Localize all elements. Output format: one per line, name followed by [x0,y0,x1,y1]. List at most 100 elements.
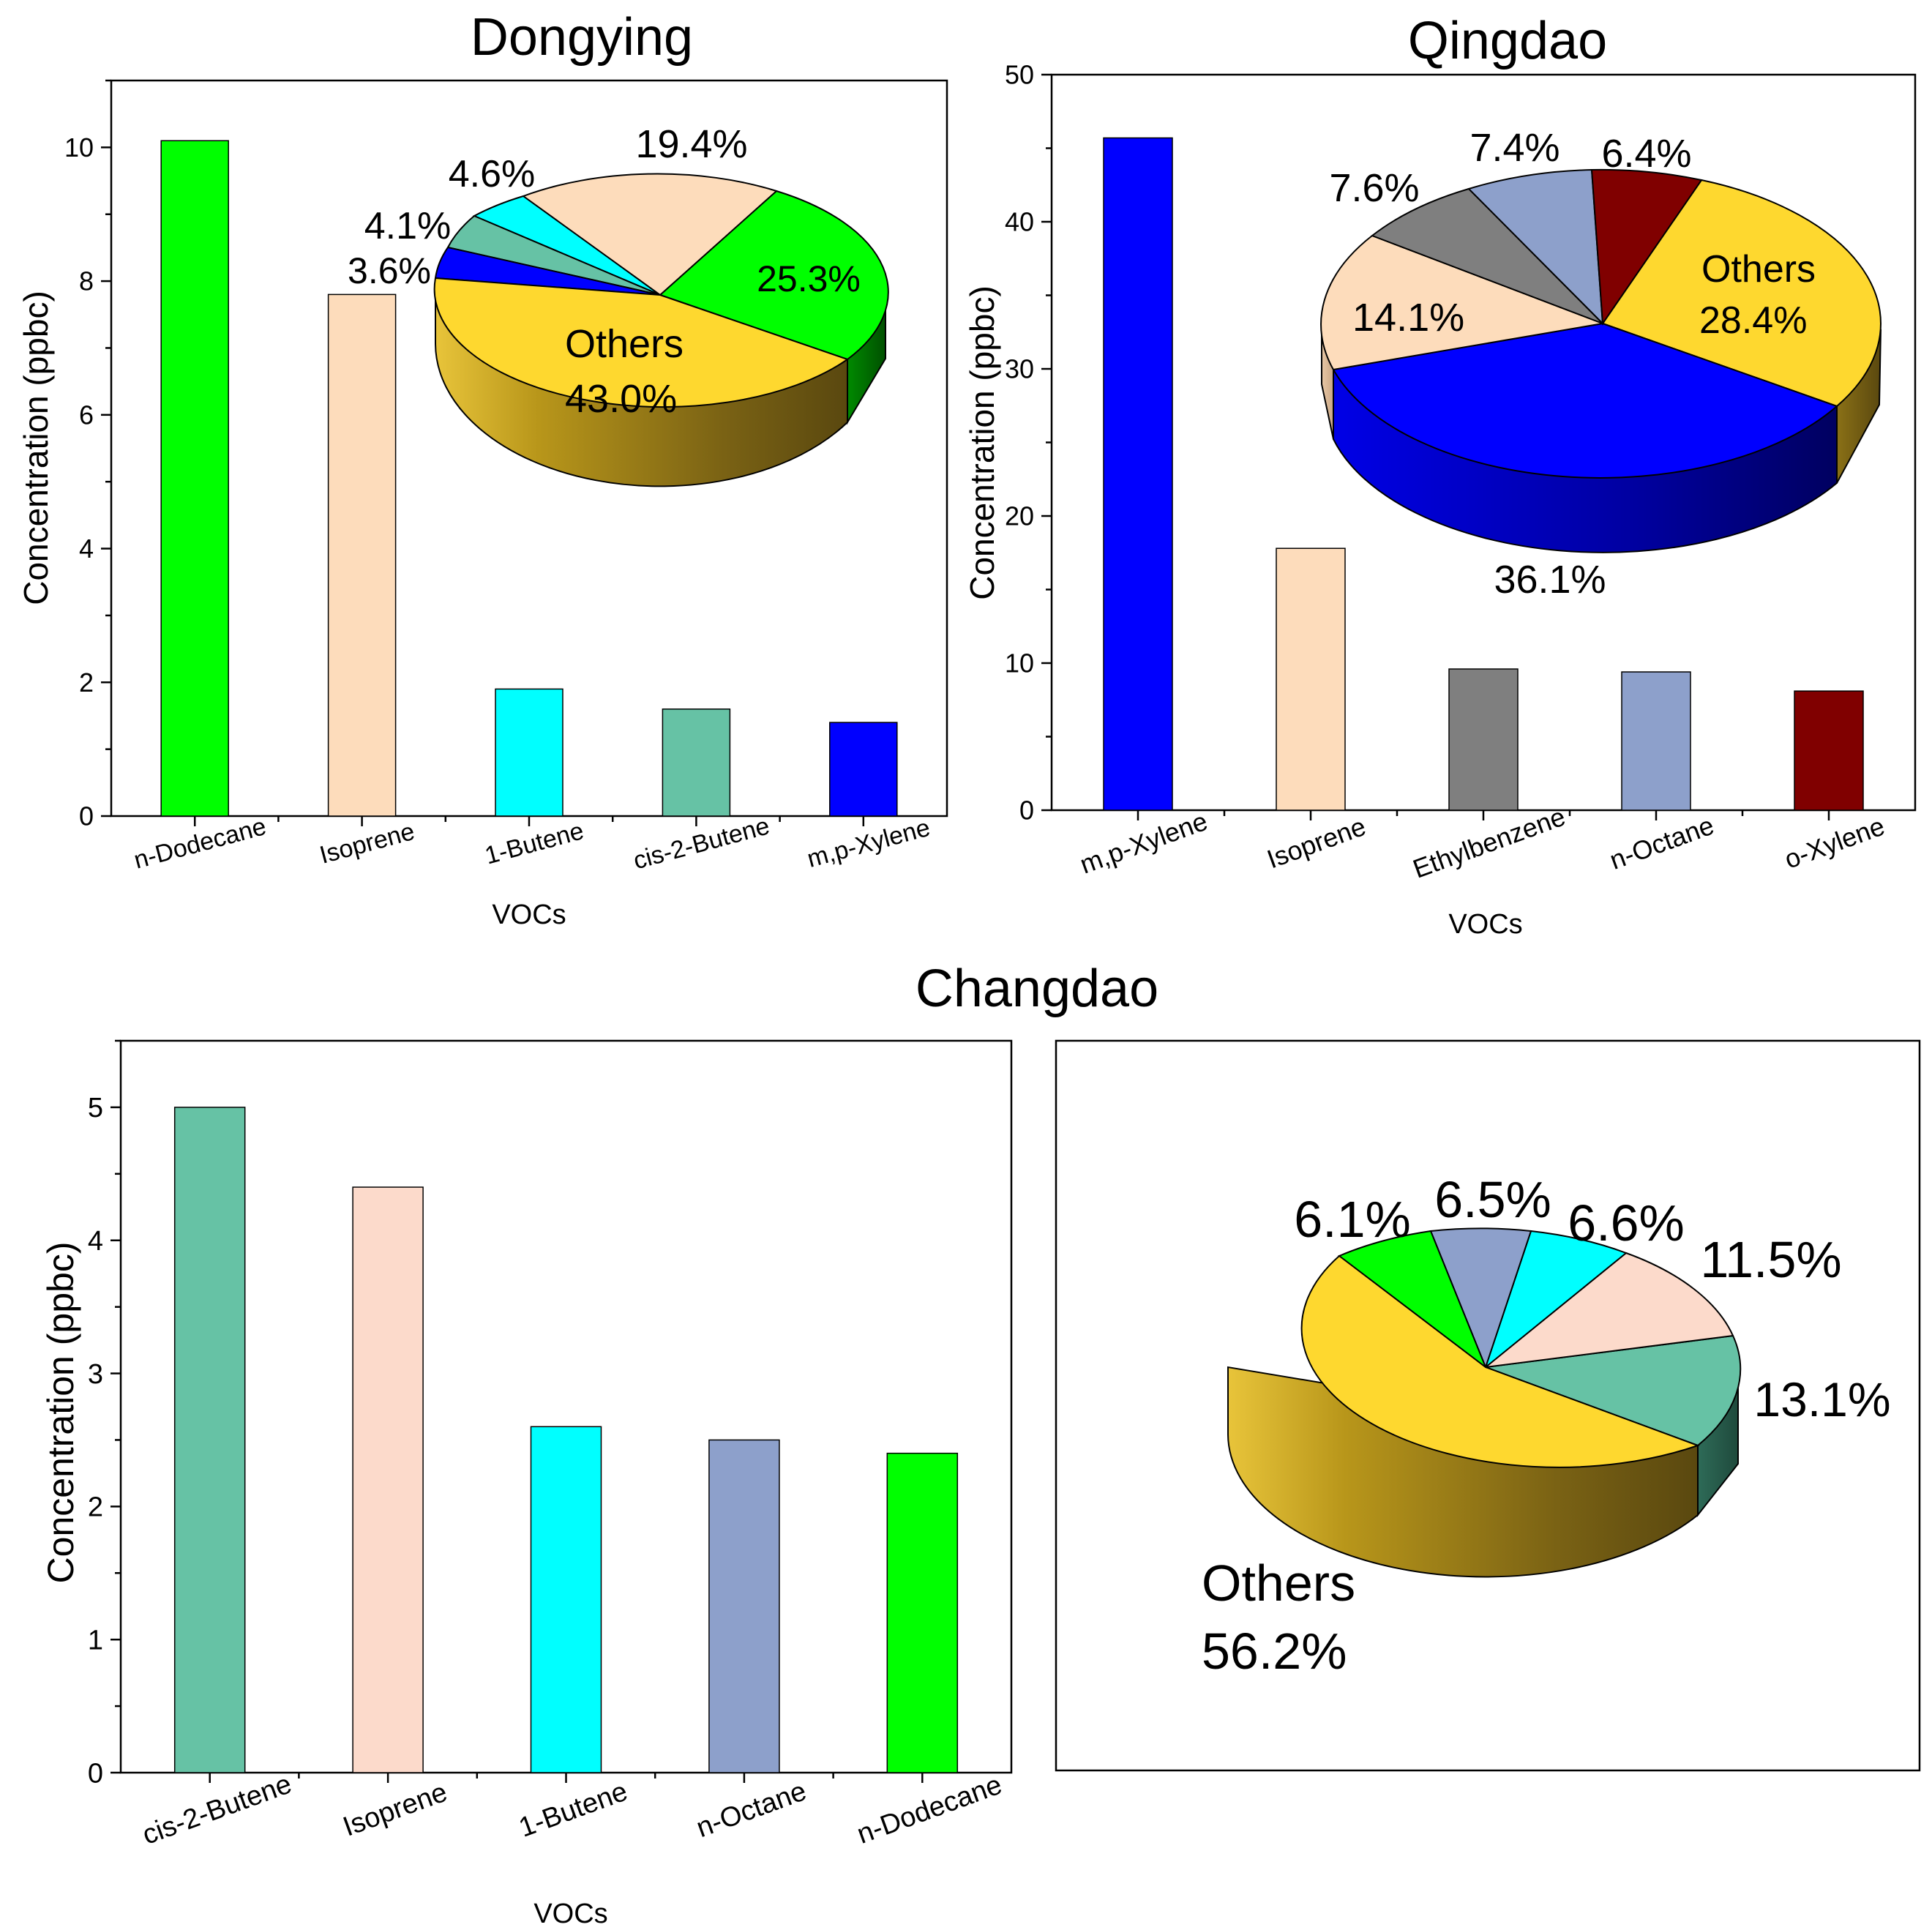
qingdao-ytick-label: 0 [1019,796,1034,826]
changdao-x-axis-label: VOCs [533,1899,607,1929]
dongying-bar-m-p-xylene [829,722,898,817]
changdao-ytick-label: 3 [88,1359,103,1390]
qingdao-pie-label-7-6: 7.6% [1329,166,1419,210]
qingdao-bar-n-octane [1621,671,1691,811]
dongying-xtick-label-1-butene: 1-Butene [482,817,587,869]
changdao-ytick-label: 0 [88,1758,103,1789]
changdao-pie-slice-others [1300,1254,1700,1468]
qingdao-xtick-label-o-xylene: o-Xylene [1781,811,1889,875]
changdao-pie-slice-6-5 [1429,1227,1532,1369]
dongying-pie-slice-others [433,277,850,408]
qingdao-xtick-label-ethylbenzene: Ethylbenzene [1409,801,1569,884]
dongying-ytick-label: 2 [79,667,94,697]
dongying-bar-1-butene [495,688,564,817]
changdao-panel: 0 1 2 3 4 5 cis-2-Butene Isoprene 1-Butene n-Oct… [40,1039,1013,1929]
dongying-xtick-label-m-p-xylene: m,p-Xylene [804,814,933,873]
dongying-pie-label-others: Others [565,322,684,366]
changdao-pie-label-13-1: 13.1% [1753,1372,1890,1426]
dongying-pie-label-4-1: 4.1% [364,205,452,247]
changdao-xtick-label-n-dodecane: n-Dodecane [853,1770,1006,1850]
changdao-xtick-label-cis-2-butene: cis-2-Butene [138,1769,296,1851]
dongying-y-axis-label: Concentration (ppbc) [17,291,55,605]
changdao-pie-label-6-6: 6.6% [1568,1194,1685,1252]
qingdao-xtick-label-m-p-xylene: m,p-Xylene [1076,806,1211,880]
dongying-bar-cis-2-butene [662,708,731,817]
dongying-pie-label-3-6: 3.6% [348,250,431,291]
changdao-xtick-label-n-octane: n-Octane [692,1776,810,1844]
dongying-x-axis-label: VOCs [492,899,566,930]
changdao-pie-label-56-2: 56.2% [1202,1623,1347,1680]
changdao-ytick-label: 2 [88,1492,103,1523]
dongying-bar-isoprene [327,293,397,817]
dongying-ytick-label: 6 [79,400,94,430]
dongying-xtick-label-n-dodecane: n-Dodecane [131,812,269,875]
qingdao-ytick-label: 10 [1005,648,1034,678]
dongying-ytick-label: 4 [79,534,94,564]
qingdao-ytick-label: 30 [1005,354,1034,384]
dongying-pie-label-4-6: 4.6% [449,153,536,195]
changdao-pie-label-6-1: 6.1% [1294,1191,1411,1248]
dongying-pie-label-19-4: 19.4% [635,122,747,166]
changdao-bars [173,1107,959,1773]
dongying-bars [160,140,898,817]
dongying-pie: 25.3% 19.4% 4.6% 4.1% 3.6% Others 43.0% [348,122,889,487]
changdao-pie-label-others: Others [1202,1555,1355,1612]
changdao-ytick-label: 5 [88,1093,103,1123]
qingdao-xtick-label-isoprene: Isoprene [1263,811,1370,874]
qingdao-pie-label-28-4: 28.4% [1699,299,1807,342]
dongying-ytick-label: 10 [64,132,94,162]
qingdao-pie-slice-others [1601,179,1882,408]
qingdao-bar-isoprene [1276,547,1346,811]
qingdao-bar-o-xylene [1794,690,1864,811]
changdao-bar-1-butene [530,1426,602,1773]
qingdao-panel: Qingdao 0 10 20 30 40 50 m,p-Xylene Isoprene Et… [963,12,1917,940]
qingdao-pie-slice-36-1 [1332,322,1838,479]
changdao-pie-label-11-5: 11.5% [1700,1231,1841,1288]
qingdao-bar-ethylbenzene [1448,668,1519,811]
qingdao-pie-slice-7-6 [1370,187,1603,324]
changdao-xtick-label-1-butene: 1-Butene [515,1776,632,1844]
qingdao-x-axis: m,p-Xylene Isoprene Ethylbenzene n-Octane o-… [1076,801,1888,884]
dongying-y-axis: 0 2 4 6 8 10 [64,79,111,831]
changdao-pie-slice-6-1 [1338,1230,1488,1369]
qingdao-pie-label-others: Others [1701,248,1816,291]
qingdao-y-axis: 0 10 20 30 40 50 [1005,60,1052,826]
qingdao-pie-slice-14-1 [1320,234,1606,371]
dongying-title: Dongying [471,8,693,67]
changdao-bar-n-octane [708,1439,780,1773]
changdao-ytick-label: 1 [88,1625,103,1656]
changdao-pie-slice-11-5 [1483,1252,1734,1369]
qingdao-y-axis-label: Concentration (ppbc) [963,285,1001,600]
qingdao-title: Qingdao [1408,12,1607,70]
dongying-bar-n-dodecane [160,140,229,817]
changdao-x-axis: cis-2-Butene Isoprene 1-Butene n-Octane n-Do… [138,1769,1006,1851]
changdao-pie-slice-6-6 [1483,1230,1628,1369]
qingdao-pie-label-6-4: 6.4% [1601,132,1691,176]
changdao-bar-isoprene [352,1186,424,1773]
dongying-pie-label-25-3: 25.3% [757,258,861,299]
dongying-panel: Dongying 0 2 4 6 8 10 n-Dodecane Isoprene 1-But… [17,8,948,930]
qingdao-xtick-label-n-octane: n-Octane [1606,810,1718,875]
qingdao-x-axis-label: VOCs [1448,909,1522,940]
changdao-title: Changdao [916,960,1158,1018]
changdao-pie-slice-13-1 [1485,1334,1742,1447]
qingdao-pie-slice-7-4 [1467,168,1604,326]
changdao-y-axis: 0 1 2 3 4 5 [88,1039,121,1789]
changdao-xtick-label-isoprene: Isoprene [339,1777,451,1843]
changdao-pie-wall-others [1227,1366,1699,1578]
qingdao-bars [1103,137,1864,811]
dongying-pie-slice-25-3 [659,190,889,361]
qingdao-pie-label-36-1: 36.1% [1494,558,1606,602]
qingdao-bar-m-p-xylene [1103,137,1173,811]
dongying-pie-label-43-0: 43.0% [565,377,677,421]
qingdao-pie-label-14-1: 14.1% [1352,296,1464,340]
changdao-pie-panel: 13.1% 11.5% 6.6% 6.5% 6.1% Others 56.2% [1055,1039,1921,1772]
qingdao-pie: Others 28.4% 36.1% 14.1% 7.6% 7.4% 6.4% [1320,126,1882,602]
dongying-xtick-label-cis-2-butene: cis-2-Butene [630,812,772,875]
qingdao-ytick-label: 40 [1005,207,1034,237]
dongying-pie-slice-19-4 [521,173,778,296]
qingdao-pie-label-7-4: 7.4% [1469,126,1560,170]
dongying-x-axis: n-Dodecane Isoprene 1-Butene cis-2-Butene m,… [131,812,933,875]
changdao-bar-n-dodecane [886,1452,959,1773]
